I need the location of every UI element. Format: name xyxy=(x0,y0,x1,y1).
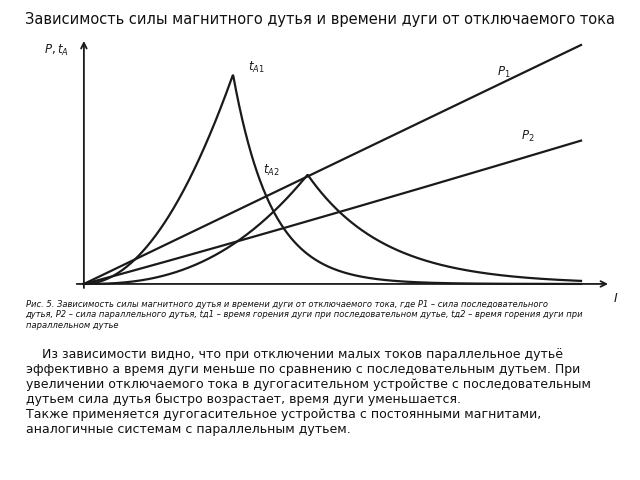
Text: $P_2$: $P_2$ xyxy=(522,129,535,144)
Text: Рис. 5. Зависимость силы магнитного дутья и времени дуги от отключаемого тока, г: Рис. 5. Зависимость силы магнитного дуть… xyxy=(26,300,583,330)
Text: $P, t_A$: $P, t_A$ xyxy=(44,43,69,58)
Text: $I$: $I$ xyxy=(613,292,618,305)
Text: $t_{A1}$: $t_{A1}$ xyxy=(248,60,265,75)
Text: Зависимость силы магнитного дутья и времени дуги от отключаемого тока: Зависимость силы магнитного дутья и врем… xyxy=(25,12,615,27)
Text: $t_{A2}$: $t_{A2}$ xyxy=(263,163,280,178)
Text: $P_1$: $P_1$ xyxy=(497,65,510,80)
Text: Из зависимости видно, что при отключении малых токов параллельное дутьё
эффектив: Из зависимости видно, что при отключении… xyxy=(26,348,591,436)
